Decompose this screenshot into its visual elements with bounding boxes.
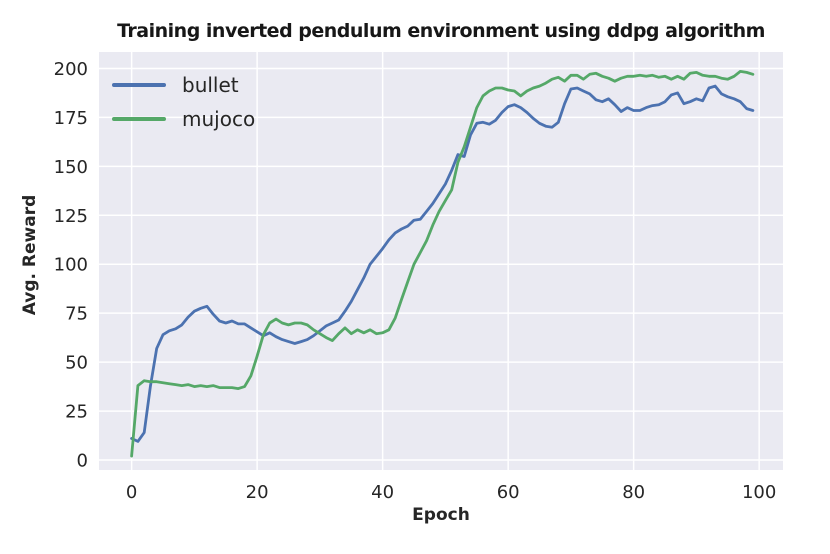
x-tick-label: 60 — [497, 482, 520, 503]
legend-label: bullet — [182, 73, 239, 97]
x-tick-label: 100 — [742, 482, 776, 503]
series-line-mujoco — [130, 70, 755, 458]
y-tick-label: 75 — [65, 304, 88, 325]
y-tick-label: 175 — [54, 108, 88, 129]
x-tick-label: 0 — [126, 482, 137, 503]
legend-item-mujoco: mujoco — [112, 102, 255, 136]
legend: bullet mujoco — [112, 68, 255, 136]
legend-item-bullet: bullet — [112, 68, 255, 102]
y-tick-label: 25 — [65, 402, 88, 423]
legend-line-sample-mujoco — [112, 117, 166, 121]
x-axis-label: Epoch — [412, 505, 470, 525]
y-tick-label: 150 — [54, 157, 88, 178]
x-tick-label: 20 — [246, 482, 269, 503]
x-tick-label: 80 — [622, 482, 645, 503]
y-tick-label: 100 — [54, 255, 88, 276]
series-line-bullet — [130, 84, 755, 443]
y-tick-label: 0 — [77, 451, 88, 472]
legend-line-sample-bullet — [112, 83, 166, 87]
x-tick-label: 40 — [371, 482, 394, 503]
chart-title: Training inverted pendulum environment u… — [117, 20, 765, 42]
y-tick-label: 200 — [54, 59, 88, 80]
legend-label: mujoco — [182, 107, 256, 131]
y-tick-label: 125 — [54, 206, 88, 227]
y-axis-label: Avg. Reward — [20, 194, 40, 316]
y-tick-label: 50 — [65, 353, 88, 374]
plot-background — [99, 52, 783, 470]
